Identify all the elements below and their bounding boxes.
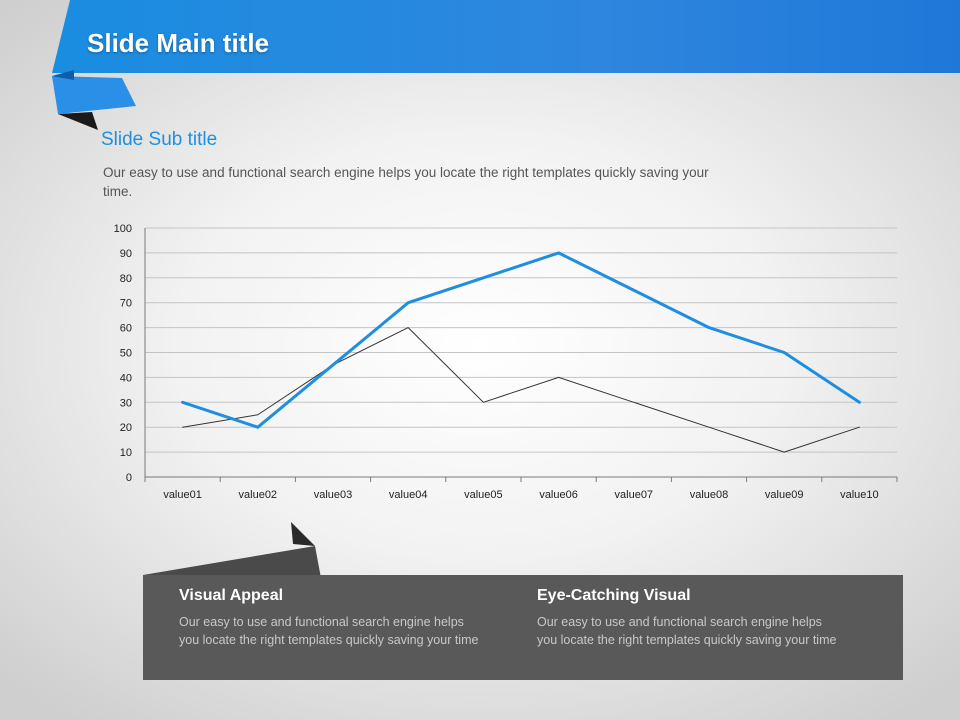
y-tick-label: 70 [120,298,132,310]
y-tick-label: 40 [120,372,132,384]
slide-subtitle: Slide Sub title [101,129,218,150]
y-tick-label: 60 [120,323,132,335]
y-tick-label: 0 [126,472,132,484]
x-tick-label: value02 [239,489,278,501]
x-tick-label: value10 [840,489,879,501]
slide-body-text: Our easy to use and functional search en… [103,165,709,199]
x-tick-label: value01 [163,489,202,501]
x-tick-label: value09 [765,489,804,501]
y-tick-label: 50 [120,348,132,360]
y-tick-label: 90 [120,248,132,260]
y-tick-label: 20 [120,422,132,434]
y-tick-label: 80 [120,273,132,285]
y-tick-label: 30 [120,397,132,409]
x-tick-label: value08 [690,489,729,501]
y-tick-label: 100 [114,223,132,235]
x-tick-label: value06 [539,489,578,501]
slide-title: Slide Main title [87,28,270,58]
y-tick-label: 10 [120,447,132,459]
feature-body: Our easy to use and functional search en… [537,615,837,647]
feature-title: Visual Appeal [179,587,284,604]
x-tick-label: value03 [314,489,353,501]
series-line-secondary [182,327,860,453]
title-banner [52,0,960,73]
feature-visual-appeal: Visual Appeal Our easy to use and functi… [179,587,479,649]
callout-flag-icon [143,522,321,578]
feature-eye-catching-visual: Eye-Catching Visual Our easy to use and … [537,587,837,649]
ribbon-fold-icon [52,70,136,130]
x-tick-label: value07 [615,489,654,501]
feature-panel: Visual Appeal Our easy to use and functi… [143,575,903,680]
feature-body: Our easy to use and functional search en… [179,615,479,647]
feature-title: Eye-Catching Visual [537,587,691,604]
x-tick-label: value04 [389,489,428,501]
x-tick-label: value05 [464,489,503,501]
series-line-primary [181,251,861,429]
